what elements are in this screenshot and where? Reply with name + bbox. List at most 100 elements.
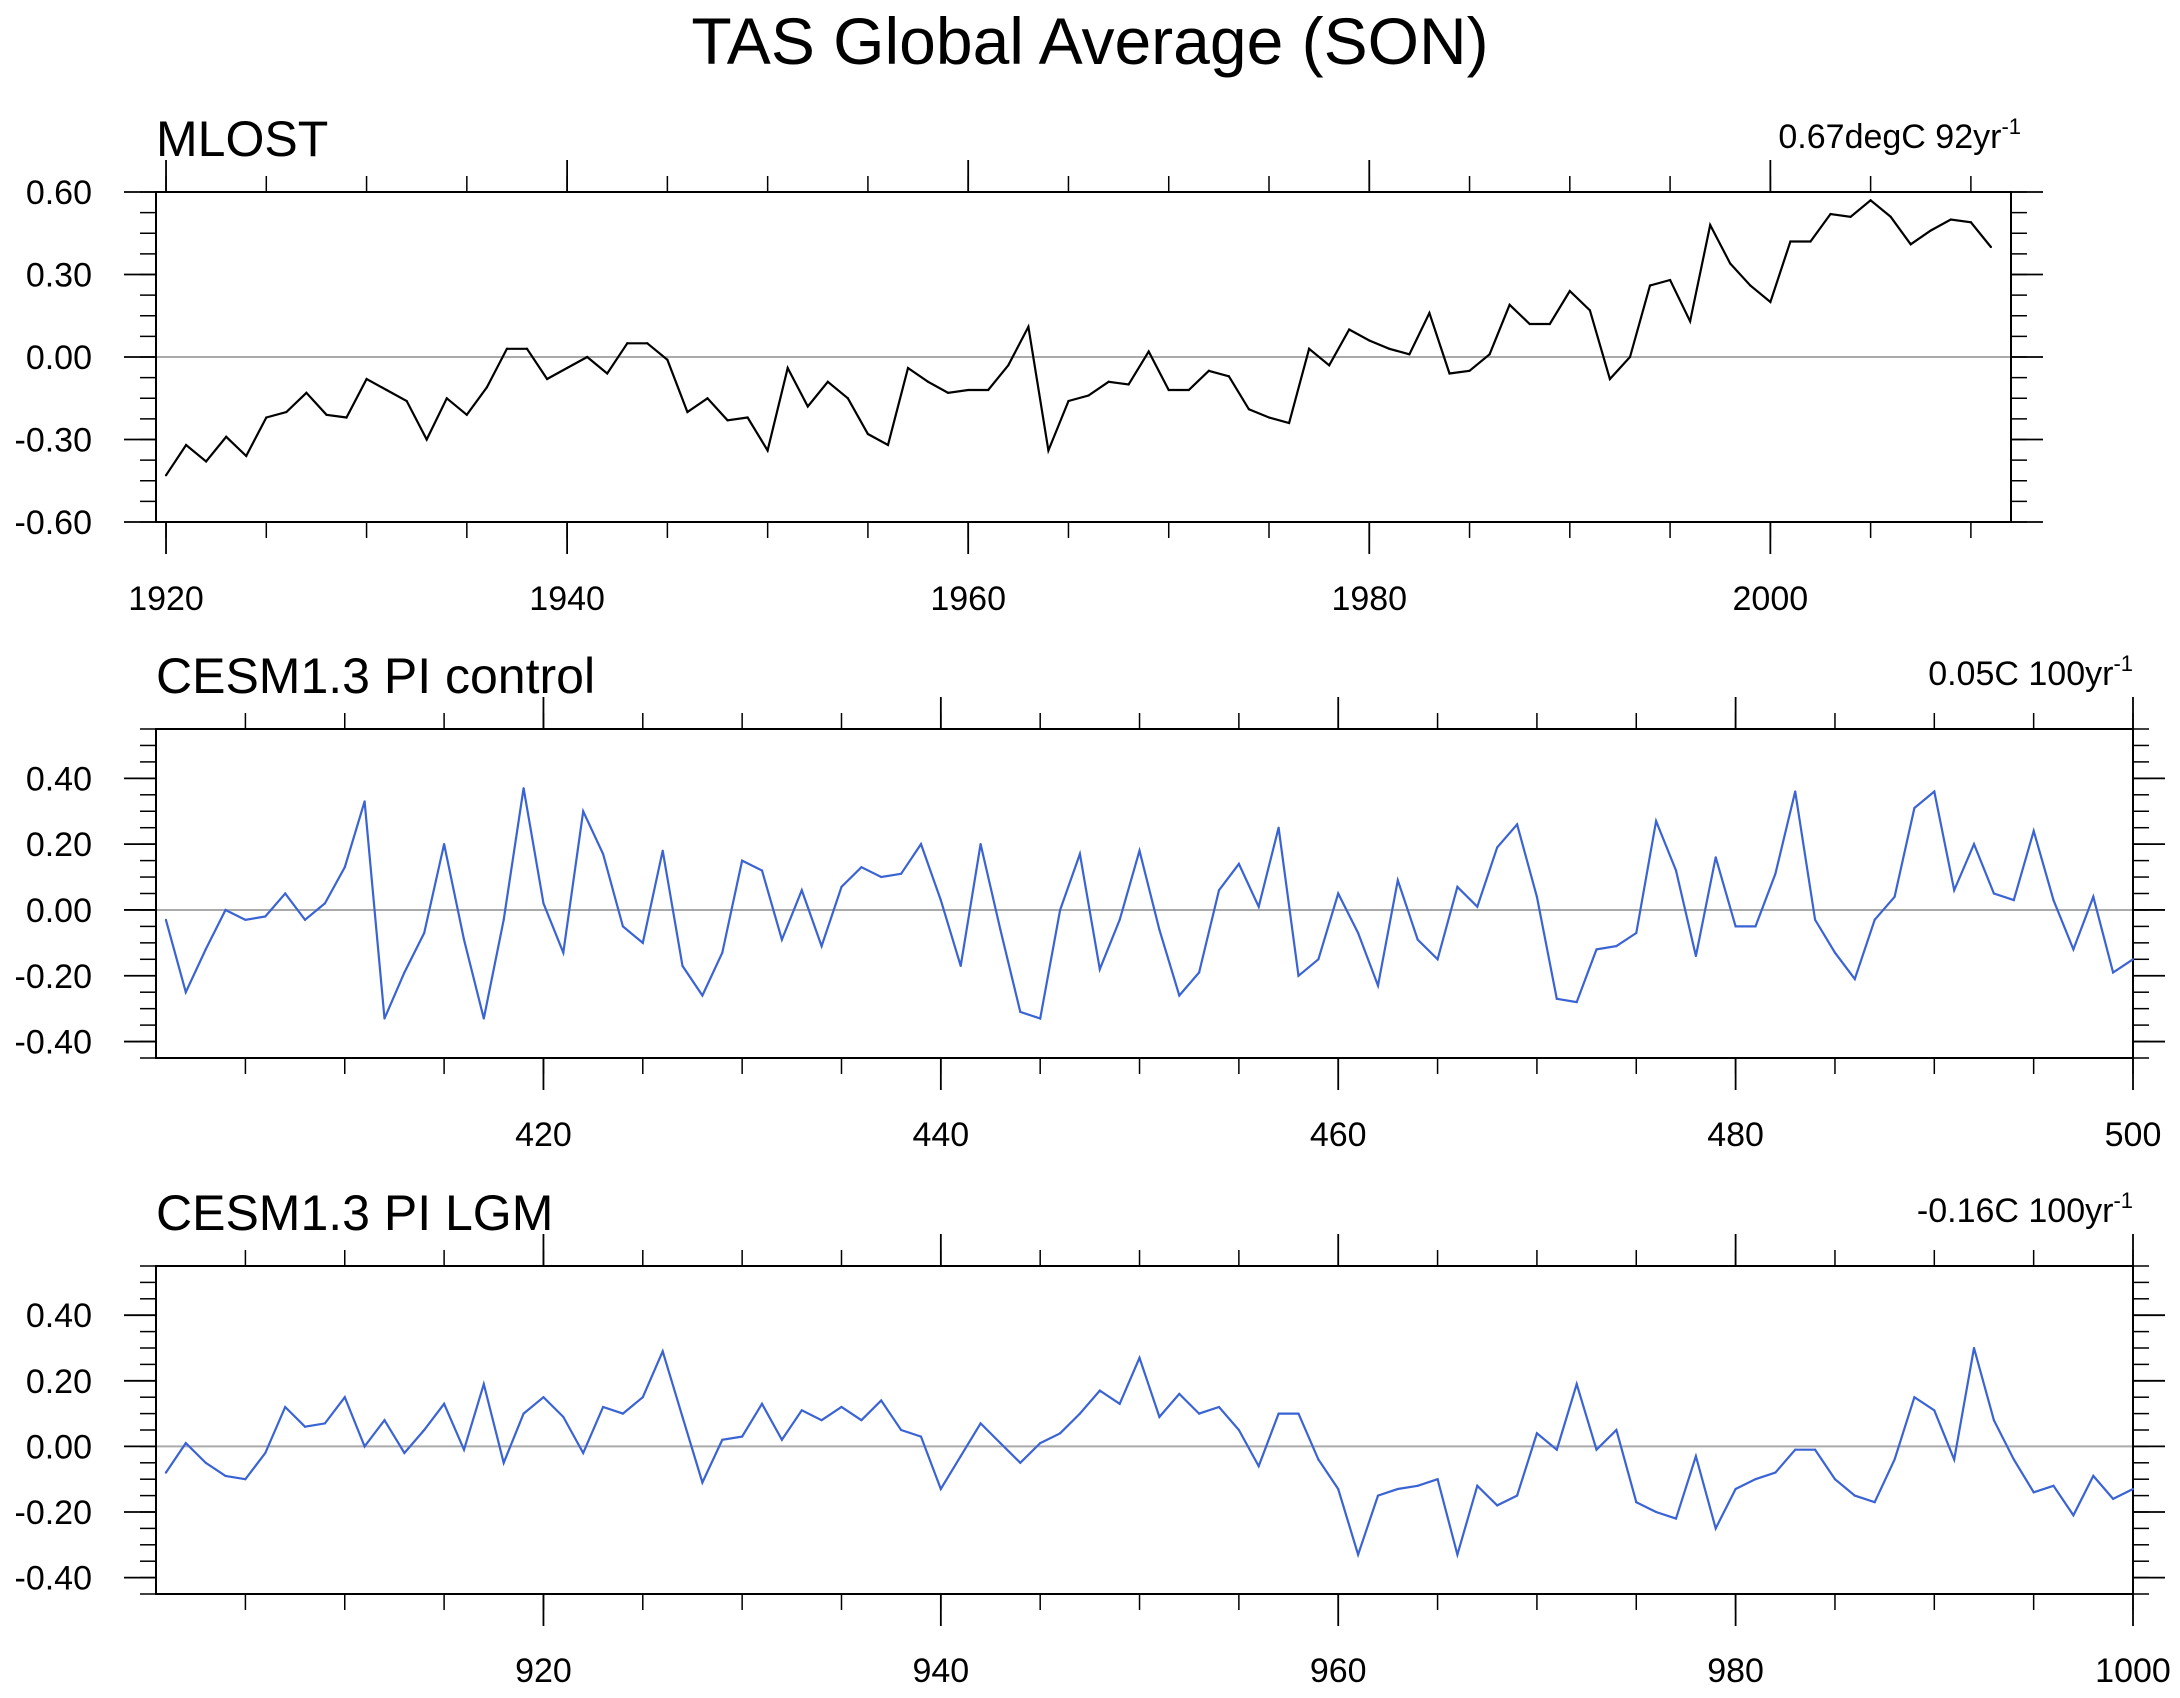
data-point: [264, 915, 267, 918]
data-point: [900, 1428, 903, 1432]
data-point: [1277, 826, 1280, 829]
x-tick-label: 940: [912, 1652, 969, 1690]
data-point: [1396, 1487, 1399, 1491]
data-point: [1849, 215, 1852, 218]
data-point: [566, 366, 569, 370]
data-point: [800, 889, 803, 892]
data-point: [1167, 388, 1170, 392]
y-tick-label: 0.40: [26, 1297, 92, 1335]
data-point: [224, 908, 227, 912]
data-point: [926, 380, 930, 383]
data-point: [1067, 399, 1070, 403]
data-point: [1308, 347, 1311, 350]
data-point: [1227, 375, 1230, 378]
y-tick-label: 0.00: [26, 892, 92, 930]
data-point: [1138, 1356, 1141, 1359]
data-point: [465, 413, 468, 416]
data-point: [780, 1438, 783, 1441]
data-point: [886, 443, 890, 447]
x-tick-label: 1920: [128, 580, 204, 618]
data-point: [303, 918, 307, 921]
data-point: [1317, 1458, 1320, 1461]
data-point: [641, 941, 644, 944]
data-point: [363, 800, 366, 803]
x-tick-label: 460: [1310, 1116, 1367, 1154]
data-point: [1655, 1510, 1658, 1514]
data-point: [1789, 240, 1792, 243]
data-point: [582, 810, 585, 813]
data-point: [1774, 1471, 1777, 1474]
data-point: [939, 1487, 942, 1491]
data-point: [1436, 958, 1439, 961]
data-point: [820, 1419, 823, 1422]
data-point: [726, 419, 729, 422]
data-point: [1869, 199, 1872, 202]
data-point: [681, 964, 684, 967]
data-point: [1555, 997, 1558, 1000]
data-point: [502, 1461, 505, 1464]
data-point: [1476, 905, 1479, 908]
data-point: [1953, 1458, 1956, 1461]
data-point: [1893, 1458, 1896, 1461]
data-point: [1853, 977, 1856, 981]
data-point: [485, 386, 488, 389]
data-point: [502, 918, 505, 921]
data-point: [1317, 958, 1320, 961]
y-tick-label: -0.40: [15, 1560, 93, 1598]
data-point: [1714, 1527, 1717, 1530]
y-tick-label: 0.60: [26, 174, 92, 212]
data-point: [1893, 895, 1896, 898]
data-point: [1178, 1392, 1181, 1396]
data-point: [1267, 416, 1271, 419]
data-point: [840, 885, 843, 889]
data-point: [225, 435, 228, 438]
data-point: [525, 347, 529, 350]
data-point: [383, 1017, 386, 1020]
data-point: [1635, 931, 1638, 935]
data-point: [164, 474, 168, 477]
data-point: [425, 438, 428, 441]
data-point: [1198, 971, 1201, 974]
data-point: [1158, 1415, 1161, 1418]
trend-value: 0.05C 100yr: [1928, 655, 2113, 693]
y-tick-label: 0.20: [26, 1363, 92, 1401]
data-point: [1853, 1494, 1856, 1497]
data-point: [323, 1422, 326, 1425]
data-point: [1198, 1412, 1201, 1415]
data-point: [1794, 790, 1797, 793]
data-point: [880, 1399, 883, 1402]
data-point: [2112, 1497, 2115, 1500]
data-point: [840, 1405, 843, 1409]
data-point: [1348, 328, 1351, 331]
data-point: [1694, 1455, 1697, 1458]
data-point: [1515, 823, 1519, 826]
data-point: [1247, 408, 1251, 411]
data-point: [806, 405, 809, 408]
data-point: [959, 964, 962, 967]
data-point: [164, 1471, 168, 1474]
data-point: [1992, 892, 1996, 895]
data-point: [1949, 218, 1952, 221]
data-point: [1019, 1461, 1022, 1464]
data-point: [939, 898, 942, 902]
data-point: [1608, 377, 1612, 381]
data-point: [999, 1442, 1002, 1445]
data-point: [1496, 1504, 1499, 1507]
data-point: [1595, 948, 1598, 951]
data-point: [1588, 309, 1591, 312]
data-point: [1833, 1478, 1837, 1481]
data-point: [445, 397, 448, 400]
data-point: [979, 843, 982, 846]
data-point: [979, 1422, 982, 1425]
data-point: [1078, 852, 1082, 856]
panel-title: MLOST: [156, 111, 328, 167]
data-point: [1953, 889, 1956, 892]
data-point: [403, 1451, 406, 1455]
chart-panel-1: MLOST 0.67degC 92yr-1 1920 1940 1960 1980 2000…: [15, 111, 2043, 618]
data-point: [2112, 971, 2115, 974]
data-point: [900, 872, 903, 875]
data-point: [1568, 289, 1571, 293]
data-point: [1396, 879, 1399, 882]
x-tick-label: 1960: [930, 580, 1006, 618]
data-point: [562, 1415, 565, 1418]
